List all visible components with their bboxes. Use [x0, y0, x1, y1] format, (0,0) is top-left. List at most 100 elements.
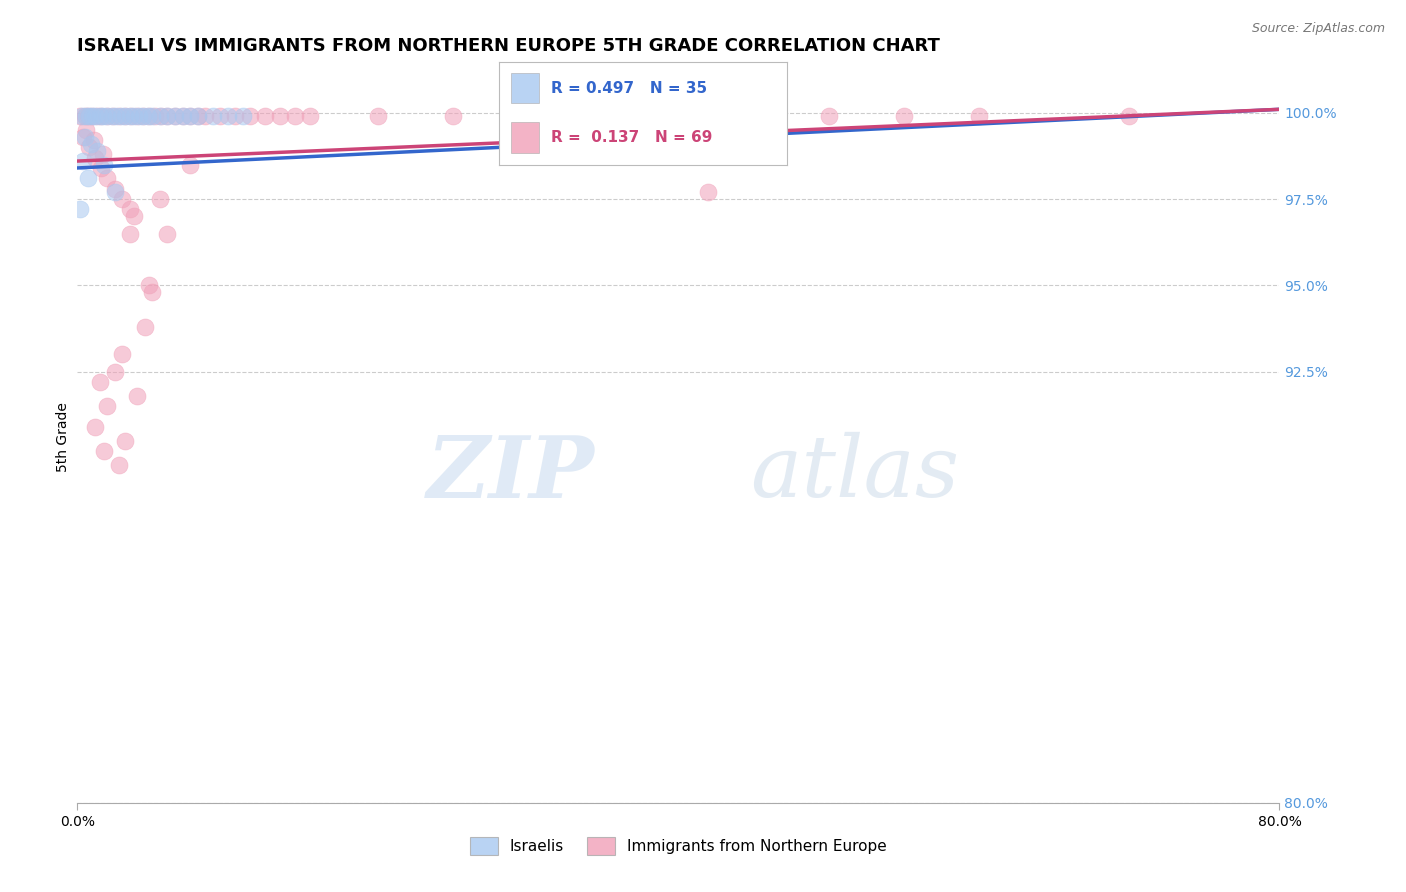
Point [441, 109, 464, 123]
Point [108, 109, 131, 123]
Point [269, 109, 291, 123]
Text: R =  0.137   N = 69: R = 0.137 N = 69 [551, 130, 713, 145]
Point [73, 129, 96, 144]
Point [104, 365, 127, 379]
Point [104, 185, 127, 199]
Point [103, 109, 125, 123]
Point [186, 109, 209, 123]
Point [127, 109, 149, 123]
Point [79, 109, 101, 123]
Point [284, 109, 307, 123]
Point [105, 109, 128, 123]
Point [172, 109, 194, 123]
Point [96, 109, 118, 123]
Point [132, 109, 155, 123]
Point [93, 443, 115, 458]
Point [114, 434, 136, 448]
Point [138, 278, 160, 293]
Point [82, 109, 104, 123]
Point [83, 133, 105, 147]
Point [111, 192, 134, 206]
Point [145, 109, 167, 123]
Point [239, 109, 262, 123]
Point [84, 109, 107, 123]
Point [367, 109, 389, 123]
Point [138, 109, 160, 123]
Point [96, 171, 118, 186]
Point [111, 347, 134, 361]
Point [124, 209, 146, 223]
Point [108, 458, 131, 472]
Text: ZIP: ZIP [426, 432, 595, 516]
Point [194, 109, 217, 123]
Point [163, 109, 186, 123]
Point [201, 109, 224, 123]
Point [89, 109, 111, 123]
Point [91, 147, 114, 161]
Point [101, 109, 124, 123]
Point [172, 109, 194, 123]
Bar [510, 73, 540, 103]
Point [149, 109, 172, 123]
Point [118, 109, 141, 123]
Point [84, 151, 107, 165]
Point [86, 144, 108, 158]
Point [72, 129, 94, 144]
Point [76, 171, 98, 186]
Point [224, 109, 246, 123]
Bar [510, 122, 540, 153]
Point [817, 109, 839, 123]
Point [84, 419, 107, 434]
Point [141, 285, 163, 300]
Point [96, 109, 118, 123]
Point [118, 202, 141, 217]
Point [141, 109, 163, 123]
Point [89, 375, 111, 389]
Point [742, 109, 765, 123]
Point [156, 227, 179, 241]
Point [114, 109, 136, 123]
Point [70, 109, 93, 123]
Point [72, 154, 94, 169]
Point [124, 109, 146, 123]
Point [186, 109, 209, 123]
Point [69, 202, 91, 217]
Point [120, 109, 142, 123]
Point [118, 227, 141, 241]
Point [91, 109, 114, 123]
Point [150, 109, 173, 123]
Point [104, 182, 127, 196]
Point [90, 161, 112, 175]
Point [75, 109, 97, 123]
Point [110, 109, 132, 123]
Text: Source: ZipAtlas.com: Source: ZipAtlas.com [1251, 22, 1385, 36]
Point [163, 109, 186, 123]
Point [75, 123, 97, 137]
Point [149, 192, 172, 206]
Point [114, 109, 136, 123]
Point [232, 109, 254, 123]
Point [179, 109, 201, 123]
Point [82, 109, 104, 123]
Point [179, 157, 201, 171]
Point [697, 185, 720, 199]
Text: ISRAELI VS IMMIGRANTS FROM NORTHERN EUROPE 5TH GRADE CORRELATION CHART: ISRAELI VS IMMIGRANTS FROM NORTHERN EURO… [77, 37, 941, 54]
Point [517, 109, 540, 123]
Y-axis label: 5th Grade: 5th Grade [56, 402, 70, 472]
Point [69, 109, 91, 123]
Point [80, 136, 103, 151]
Point [967, 109, 990, 123]
Point [209, 109, 232, 123]
Point [79, 140, 101, 154]
Point [217, 109, 239, 123]
Text: R = 0.497   N = 35: R = 0.497 N = 35 [551, 80, 707, 95]
Legend: Israelis, Immigrants from Northern Europe: Israelis, Immigrants from Northern Europ… [464, 831, 893, 861]
Point [136, 109, 159, 123]
Point [299, 109, 322, 123]
Point [127, 389, 149, 403]
Point [96, 399, 118, 413]
Point [86, 109, 108, 123]
Point [76, 109, 98, 123]
Point [132, 109, 155, 123]
Point [90, 109, 112, 123]
